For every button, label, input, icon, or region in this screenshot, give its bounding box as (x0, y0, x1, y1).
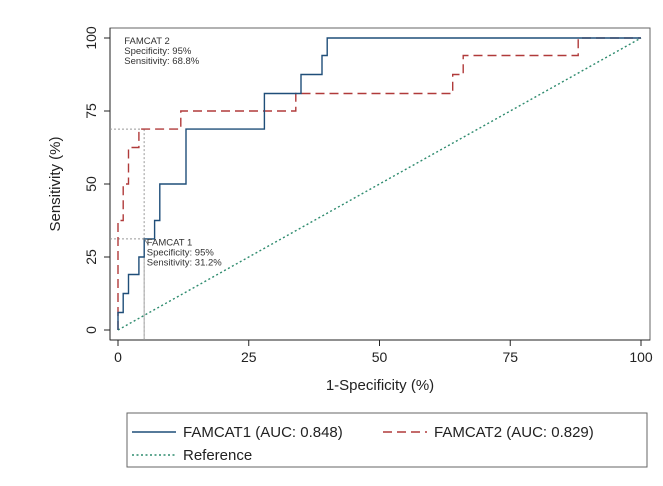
legend-label: FAMCAT2 (AUC: 0.829) (434, 424, 594, 441)
annotation-line: FAMCAT 1 (147, 237, 193, 248)
x-ticks: 0 25 50 75 100 (114, 340, 653, 365)
x-tick-label: 50 (372, 349, 388, 365)
series-layer (117, 37, 642, 331)
x-tick-label: 0 (114, 349, 122, 365)
x-tick-label: 75 (502, 349, 518, 365)
legend-label: FAMCAT1 (AUC: 0.848) (183, 424, 343, 441)
y-tick-label: 25 (83, 249, 99, 265)
y-ticks: 0 25 50 75 100 (83, 26, 110, 334)
annotation-line: Sensitivity: 68.8% (124, 56, 200, 67)
x-tick-label: 100 (629, 349, 653, 365)
legend: FAMCAT1 (AUC: 0.848) FAMCAT2 (AUC: 0.829)… (126, 412, 648, 468)
annotation-line: Sensitivity: 31.2% (147, 257, 223, 268)
legend-box (126, 412, 648, 468)
annotation-pointer (143, 238, 149, 245)
series-line-3 (117, 37, 642, 331)
x-axis-title: 1-Specificity (%) (326, 377, 434, 394)
legend-label: Reference (183, 447, 252, 464)
y-tick-label: 0 (83, 326, 99, 334)
y-tick-label: 75 (83, 103, 99, 119)
y-tick-label: 50 (83, 176, 99, 192)
annotation-line: FAMCAT 2 (124, 36, 170, 47)
series-line-1 (117, 37, 641, 330)
annotation-line: Specificity: 95% (124, 46, 192, 57)
series-line-2 (117, 37, 641, 330)
annotation-line: Specificity: 95% (147, 247, 215, 258)
x-tick-label: 25 (241, 349, 257, 365)
y-axis-title: Sensitivity (%) (47, 136, 64, 231)
y-tick-label: 100 (83, 26, 99, 50)
